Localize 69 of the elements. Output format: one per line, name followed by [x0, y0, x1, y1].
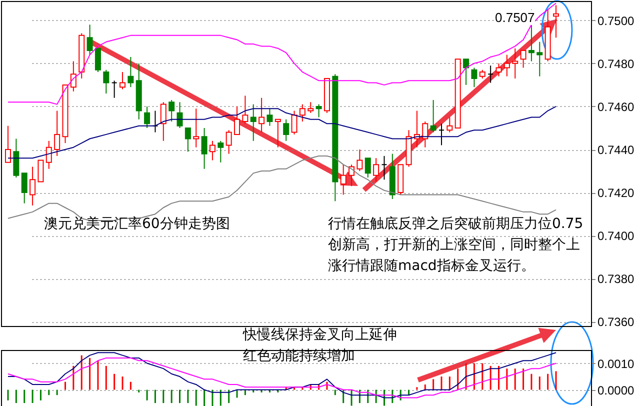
candlestick: [446, 116, 453, 133]
candlestick: [54, 110, 60, 156]
candlestick: [291, 110, 298, 135]
candlestick: [13, 138, 20, 178]
candlestick: [128, 56, 134, 88]
candlestick: [250, 104, 256, 142]
candlestick: [274, 118, 281, 148]
candlestick: [520, 50, 526, 68]
candlestick: [120, 72, 126, 90]
candlestick: [38, 160, 44, 182]
y-tick-label: 0.7460: [598, 100, 635, 114]
candlestick: [193, 108, 200, 148]
y-tick-label: 0.0010: [598, 356, 635, 371]
candlestick: [144, 106, 150, 128]
candlestick: [422, 121, 428, 148]
candlestick: [299, 104, 306, 122]
candlestick: [258, 97, 265, 133]
candlestick: [86, 24, 93, 56]
candlestick: [356, 149, 363, 172]
annotation: 行情在触底反弹之后突破前期压力位0.75创新高，打开新的上涨空间，同时整个上涨行情跟随macd指标金叉运行。: [328, 215, 584, 276]
candlestick: [234, 106, 240, 135]
candlestick: [218, 140, 224, 163]
y-tick-label: 0.7380: [598, 272, 635, 286]
candlestick: [176, 102, 183, 128]
candlestick: [488, 65, 494, 84]
y-tick-label: 0.7480: [598, 56, 635, 71]
candlestick: [430, 100, 436, 133]
y-tick-label: 0.7500: [598, 14, 635, 28]
candlestick: [94, 48, 101, 73]
candlestick: [504, 54, 510, 77]
candlestick: [348, 164, 355, 187]
candlestick: [471, 67, 478, 88]
candlestick: [184, 127, 191, 152]
y-tick-label: 0.0000: [598, 383, 635, 398]
text: 澳元兑美元汇率60分钟走势图: [44, 215, 230, 234]
candlestick: [103, 69, 110, 94]
candlestick: [316, 104, 322, 118]
candlestick: [70, 60, 76, 92]
candlestick: [201, 127, 208, 170]
candlestick: [46, 140, 52, 170]
candlestick: [226, 130, 232, 154]
candlestick: [438, 123, 444, 146]
candlestick: [512, 48, 518, 79]
candlestick: [111, 80, 118, 98]
candlestick: [536, 41, 543, 77]
candlestick: [283, 118, 290, 142]
candlestick: [30, 166, 36, 206]
candlestick: [340, 164, 346, 196]
candlestick: [5, 125, 11, 163]
line-series: [8, 2, 556, 105]
candlestick: [209, 140, 216, 161]
candlestick: [381, 155, 388, 180]
candlestick: [308, 102, 314, 114]
candlestick: [266, 108, 273, 126]
candlestick: [364, 158, 371, 178]
y-tick-label: 0.7400: [598, 229, 635, 244]
y-tick-label: 0.7420: [598, 186, 635, 200]
candlestick: [373, 158, 380, 182]
annotation: 快慢线保持金叉向上延伸: [243, 327, 397, 343]
candlestick: [160, 102, 166, 142]
candlestick: [168, 100, 175, 122]
candlestick: [21, 172, 28, 204]
candlestick: [553, 4, 559, 38]
annotation: 0.7507: [495, 10, 535, 25]
y-tick-label: 0.7440: [598, 143, 635, 158]
candlestick: [463, 58, 470, 86]
candlestick: [496, 62, 502, 77]
y-tick-label: 0.7360: [598, 315, 635, 330]
candlestick: [242, 95, 248, 124]
